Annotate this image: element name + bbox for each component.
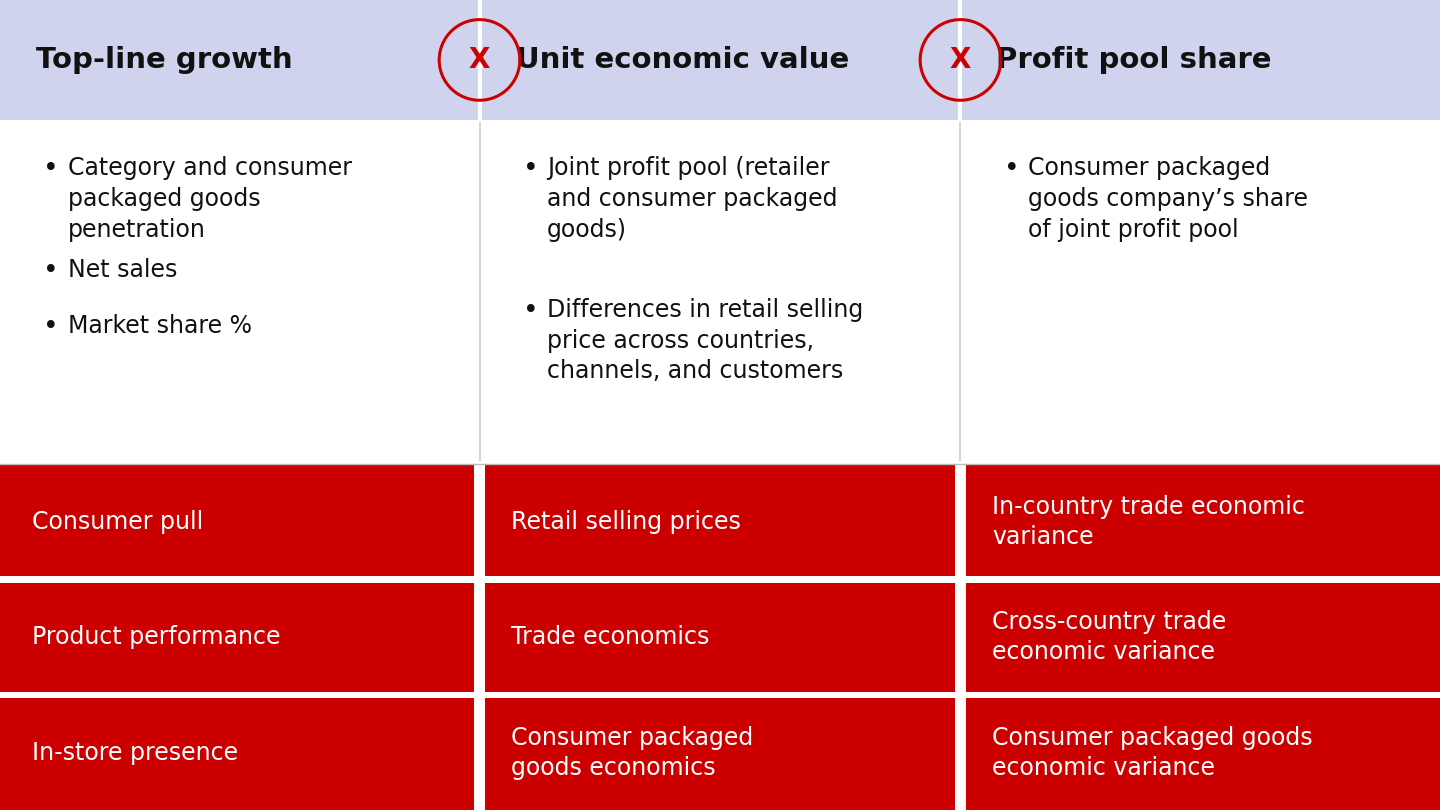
Text: •: • bbox=[43, 314, 59, 340]
Text: •: • bbox=[523, 156, 539, 182]
FancyBboxPatch shape bbox=[0, 0, 480, 120]
Text: Market share %: Market share % bbox=[68, 314, 252, 339]
Text: •: • bbox=[43, 258, 59, 283]
FancyBboxPatch shape bbox=[0, 698, 474, 810]
FancyBboxPatch shape bbox=[485, 464, 955, 577]
FancyBboxPatch shape bbox=[485, 583, 955, 692]
Text: Consumer packaged
goods company’s share
of joint profit pool: Consumer packaged goods company’s share … bbox=[1028, 156, 1308, 241]
Text: Consumer pull: Consumer pull bbox=[32, 509, 203, 534]
Text: Joint profit pool (retailer
and consumer packaged
goods): Joint profit pool (retailer and consumer… bbox=[547, 156, 838, 241]
Text: Top-line growth: Top-line growth bbox=[36, 46, 292, 74]
Text: •: • bbox=[1004, 156, 1020, 182]
Text: In-store presence: In-store presence bbox=[32, 740, 238, 765]
Text: Consumer packaged
goods economics: Consumer packaged goods economics bbox=[511, 726, 753, 779]
FancyBboxPatch shape bbox=[485, 698, 955, 810]
Text: Unit economic value: Unit economic value bbox=[516, 46, 848, 74]
Text: •: • bbox=[43, 156, 59, 182]
Text: •: • bbox=[523, 298, 539, 324]
FancyBboxPatch shape bbox=[480, 0, 960, 120]
Text: Category and consumer
packaged goods
penetration: Category and consumer packaged goods pen… bbox=[68, 156, 351, 241]
FancyBboxPatch shape bbox=[0, 120, 1440, 464]
Text: X: X bbox=[950, 46, 971, 74]
Text: X: X bbox=[469, 46, 490, 74]
Text: Trade economics: Trade economics bbox=[511, 625, 710, 650]
FancyBboxPatch shape bbox=[966, 698, 1440, 810]
Text: Cross-country trade
economic variance: Cross-country trade economic variance bbox=[992, 611, 1227, 664]
Text: Consumer packaged goods
economic variance: Consumer packaged goods economic varianc… bbox=[992, 726, 1313, 779]
Text: Net sales: Net sales bbox=[68, 258, 177, 282]
FancyBboxPatch shape bbox=[966, 583, 1440, 692]
Text: Retail selling prices: Retail selling prices bbox=[511, 509, 742, 534]
FancyBboxPatch shape bbox=[0, 583, 474, 692]
Text: Differences in retail selling
price across countries,
channels, and customers: Differences in retail selling price acro… bbox=[547, 298, 864, 383]
Text: Profit pool share: Profit pool share bbox=[996, 46, 1272, 74]
FancyBboxPatch shape bbox=[960, 0, 1440, 120]
FancyBboxPatch shape bbox=[966, 464, 1440, 577]
Text: In-country trade economic
variance: In-country trade economic variance bbox=[992, 495, 1305, 548]
FancyBboxPatch shape bbox=[0, 464, 474, 577]
Text: Product performance: Product performance bbox=[32, 625, 281, 650]
